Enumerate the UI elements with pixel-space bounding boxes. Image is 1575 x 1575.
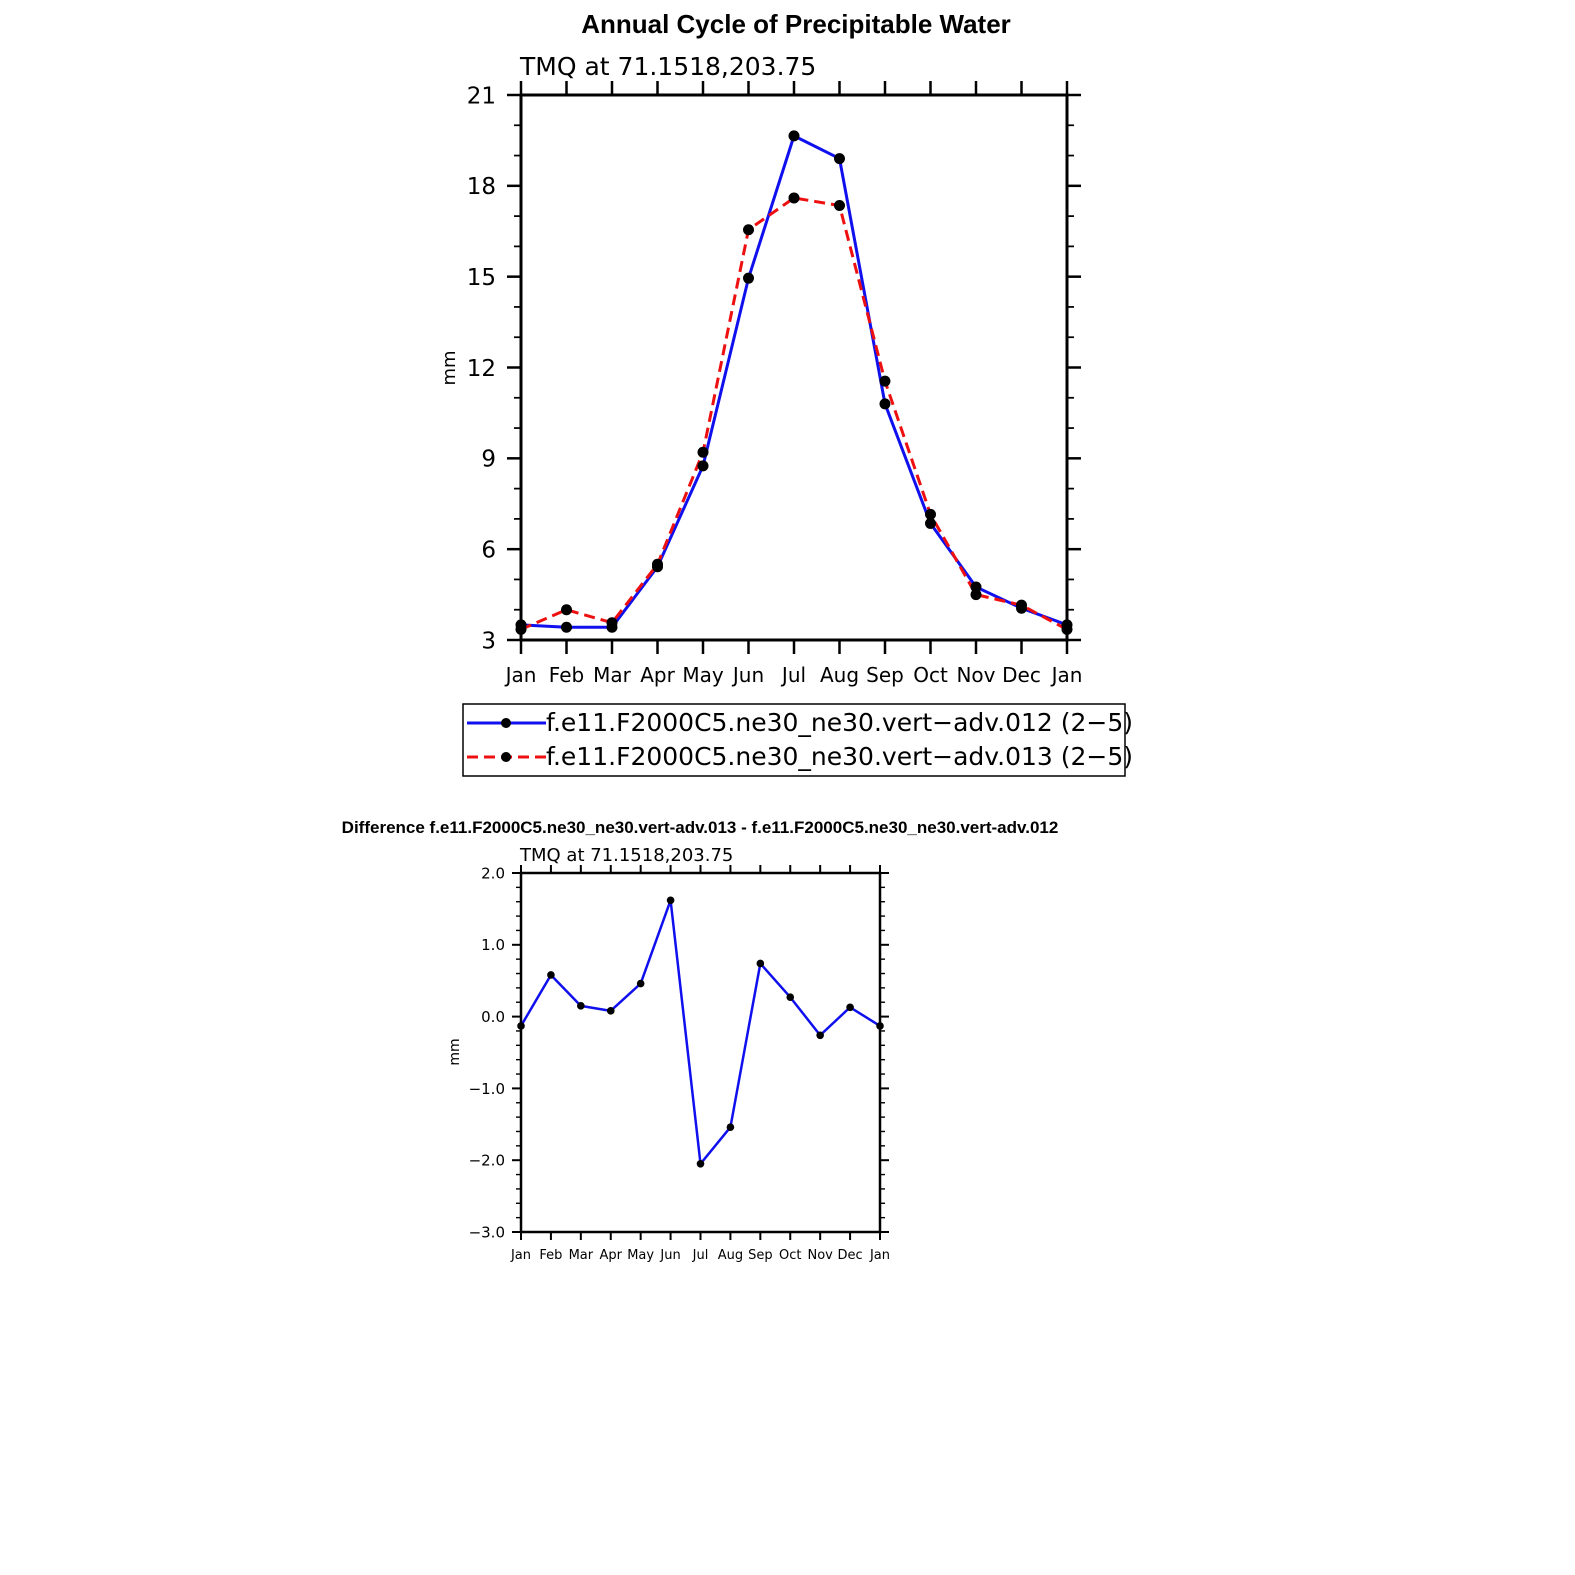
top-data-point-series-2 [606, 617, 618, 629]
legend-marker-series-013 [501, 752, 511, 762]
bottom-x-tick-label: Feb [539, 1248, 562, 1263]
top-plot-frame [519, 93, 1069, 642]
figure-title: Annual Cycle of Precipitable Water [581, 9, 1011, 39]
top-data-point-series-1 [743, 272, 754, 284]
top-x-tick-label: Jan [1050, 663, 1083, 687]
bottom-data-point-series-1 [876, 1022, 884, 1030]
bottom-y-tick-label: 2.0 [481, 864, 505, 882]
bottom-chart-lines [519, 899, 881, 1166]
top-data-point-series-1 [834, 153, 845, 165]
legend-frame [462, 703, 1126, 777]
legend-label-series-012: f.e11.F2000C5.ne30_ne30.vert−adv.012 (2−… [546, 708, 1133, 737]
top-data-point-series-2 [697, 446, 709, 458]
bottom-y-tick-label: −1.0 [469, 1080, 505, 1098]
top-data-point-series-1 [879, 398, 891, 410]
bottom-data-point-series-1 [666, 896, 675, 905]
bottom-x-tick-label: Jan [510, 1248, 531, 1263]
bottom-data-point-series-1 [786, 993, 795, 1002]
top-data-point-series-2 [652, 558, 663, 570]
top-chart-markers [515, 130, 1073, 635]
bottom-series-line-1 [519, 899, 881, 1166]
top-data-point-series-2 [1061, 623, 1073, 635]
top-x-tick-label: Jul [780, 663, 806, 687]
top-chart-ylabel: mm [439, 350, 460, 385]
bottom-data-point-series-1 [726, 1123, 735, 1131]
difference-chart: TMQ at 71.1518,203.75 mm Jan Feb Mar Apr May… [447, 845, 890, 1263]
top-data-point-series-2 [788, 192, 800, 204]
bottom-x-tick-label: May [627, 1248, 654, 1263]
bottom-y-tick-label: 1.0 [481, 936, 505, 954]
bottom-chart-ylabel: mm [447, 1038, 463, 1065]
top-series-line-2 [520, 196, 1068, 631]
top-x-tick-label: Dec [1002, 663, 1041, 687]
top-x-tick-label: May [682, 663, 724, 687]
bottom-x-tick-label: Apr [600, 1248, 623, 1263]
top-x-tick-label: Apr [640, 663, 675, 687]
bottom-plot-frame [519, 871, 882, 1234]
bottom-data-point-series-1 [577, 1002, 585, 1010]
bottom-data-point-series-1 [846, 1003, 854, 1012]
difference-title: Difference f.e11.F2000C5.ne30_ne30.vert-… [342, 818, 1059, 837]
top-x-tick-label: Nov [956, 663, 995, 687]
bottom-x-tick-label: Mar [569, 1248, 594, 1263]
bottom-data-point-series-1 [517, 1022, 525, 1030]
bottom-x-tick-label: Aug [718, 1248, 743, 1263]
bottom-x-tick-label: Jun [659, 1248, 680, 1263]
bottom-chart-axes: Jan Feb Mar Apr May Jun Jul Aug Sep Oct Nov Dec Jan 2… [469, 864, 890, 1263]
top-data-point-series-2 [834, 200, 845, 212]
bottom-x-tick-label: Jul [692, 1248, 709, 1263]
top-data-point-series-1 [925, 517, 936, 529]
top-y-tick-label: 21 [467, 83, 496, 109]
top-data-point-series-2 [879, 375, 891, 387]
bottom-y-tick-label: 0.0 [481, 1008, 505, 1026]
top-x-tick-label: Mar [593, 663, 632, 687]
precipitable-water-chart: TMQ at 71.1518,203.75 mm Jan Feb Mar Apr May… [439, 52, 1133, 777]
top-data-point-series-2 [970, 589, 982, 601]
top-x-tick-label: Feb [549, 663, 584, 687]
bottom-y-tick-label: −2.0 [469, 1152, 505, 1170]
top-data-point-series-1 [970, 581, 982, 593]
top-chart-legend: f.e11.F2000C5.ne30_ne30.vert−adv.012 (2−… [462, 703, 1133, 777]
top-y-tick-label: 3 [481, 628, 496, 654]
bottom-chart-subtitle: TMQ at 71.1518,203.75 [519, 845, 733, 866]
top-x-tick-label: Jun [731, 663, 764, 687]
top-data-point-series-2 [743, 224, 754, 236]
bottom-chart-markers [517, 896, 884, 1168]
top-x-tick-label: Oct [913, 663, 948, 687]
top-series-line-1 [520, 134, 1068, 629]
bottom-data-point-series-1 [606, 1007, 615, 1015]
top-y-tick-label: 12 [467, 356, 496, 382]
top-y-tick-label: 15 [467, 265, 496, 291]
top-chart-lines [520, 134, 1068, 631]
top-x-tick-label: Sep [866, 663, 904, 687]
bottom-data-point-series-1 [696, 1159, 705, 1168]
top-data-point-series-2 [515, 623, 527, 635]
bottom-data-point-series-1 [636, 979, 645, 988]
bottom-x-tick-label: Oct [779, 1248, 801, 1263]
top-x-tick-label: Jan [504, 663, 537, 687]
top-data-point-series-1 [561, 621, 572, 633]
bottom-y-tick-label: −3.0 [469, 1223, 505, 1241]
bottom-data-point-series-1 [547, 971, 555, 979]
top-data-point-series-1 [788, 130, 800, 142]
top-chart-subtitle: TMQ at 71.1518,203.75 [519, 52, 816, 81]
top-data-point-series-1 [697, 460, 709, 472]
legend-label-series-013: f.e11.F2000C5.ne30_ne30.vert−adv.013 (2−… [546, 742, 1133, 771]
top-chart-axes: Jan Feb Mar Apr May Jun Jul Aug Sep Oct Nov Dec Jan 2… [467, 81, 1083, 687]
bottom-x-tick-label: Dec [838, 1248, 863, 1263]
top-y-tick-label: 6 [481, 537, 496, 563]
bottom-x-tick-label: Sep [748, 1248, 773, 1263]
bottom-data-point-series-1 [756, 959, 765, 968]
top-data-point-series-2 [925, 508, 936, 520]
top-data-point-series-2 [1016, 599, 1027, 611]
bottom-data-point-series-1 [816, 1031, 824, 1040]
top-y-tick-label: 18 [467, 174, 496, 200]
top-y-tick-label: 9 [481, 447, 496, 473]
bottom-x-tick-label: Nov [807, 1248, 833, 1263]
top-data-point-series-2 [561, 604, 572, 616]
bottom-x-tick-label: Jan [869, 1248, 890, 1263]
top-x-tick-label: Aug [820, 663, 859, 687]
legend-marker-series-012 [501, 718, 511, 728]
